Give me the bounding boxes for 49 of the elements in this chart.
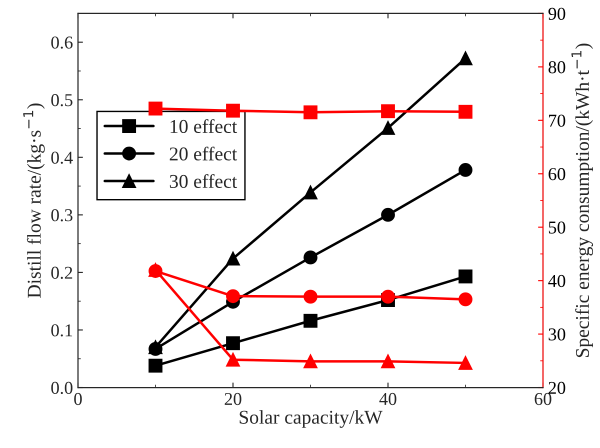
point: [226, 252, 240, 266]
point: [381, 104, 395, 118]
y2-tick-label: 40: [548, 274, 566, 288]
point: [458, 356, 472, 370]
y-tick-label: 0.4: [51, 152, 73, 164]
point: [304, 250, 318, 264]
point: [226, 352, 240, 367]
point: [304, 354, 318, 368]
legend-label: 30 effect: [170, 174, 238, 188]
y2-tick-label: 50: [548, 221, 566, 234]
point: [304, 290, 318, 304]
point: [458, 163, 472, 177]
point: [381, 290, 395, 304]
point: [381, 354, 395, 368]
x-tick-label: 60: [534, 392, 552, 406]
x-tick-label: 40: [379, 392, 396, 406]
point: [304, 185, 318, 200]
y-tick-label: 0.3: [51, 209, 72, 222]
point: [148, 358, 162, 373]
x-tick-label: 20: [224, 392, 242, 406]
y2-axis-title: Specific energy consumption/(kWh·t$^{−1}$): [571, 44, 594, 358]
y2-tick-label: 60: [548, 168, 566, 180]
legend-label: 20 effect: [170, 146, 238, 161]
y-tick-label: 0.6: [51, 36, 73, 49]
point: [226, 336, 240, 350]
y-tick-label: 0.5: [51, 94, 72, 106]
point: [458, 270, 472, 284]
y-tick-label: 0.1: [51, 324, 72, 336]
point: [381, 208, 395, 222]
x-tick-label: 0: [74, 392, 82, 406]
point: [226, 104, 240, 118]
y-tick-label: 0.2: [51, 266, 72, 279]
point: [458, 104, 472, 119]
x-axis-title: Solar capacity/kW: [240, 410, 383, 428]
point: [148, 102, 162, 116]
point: [226, 289, 240, 304]
y2-tick-label: 30: [548, 328, 566, 341]
legend-label: 10 effect: [170, 119, 238, 134]
point: [304, 105, 318, 120]
point: [381, 121, 395, 135]
point: [458, 292, 472, 306]
y2-tick-label: 20: [548, 382, 566, 394]
y-tick-label: 0.0: [51, 382, 72, 394]
point: [458, 51, 472, 66]
point: [304, 314, 318, 328]
y2-tick-label: 70: [549, 114, 566, 127]
y2-tick-label: 80: [548, 61, 566, 74]
y-axis-title: Distill flow rate/(kg·s$^{−1}$): [23, 103, 45, 298]
y2-tick-label: 90: [548, 8, 566, 20]
